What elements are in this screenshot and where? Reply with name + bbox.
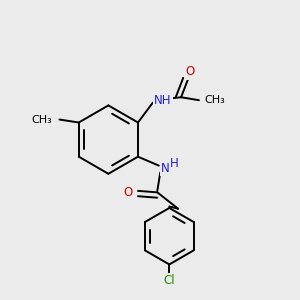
Text: CH₃: CH₃: [205, 95, 226, 105]
Text: H: H: [170, 157, 179, 170]
Text: O: O: [123, 186, 133, 199]
Text: O: O: [185, 65, 195, 79]
Text: Cl: Cl: [164, 274, 175, 287]
Text: N: N: [161, 162, 170, 175]
Text: CH₃: CH₃: [31, 115, 52, 124]
Text: NH: NH: [154, 94, 172, 107]
